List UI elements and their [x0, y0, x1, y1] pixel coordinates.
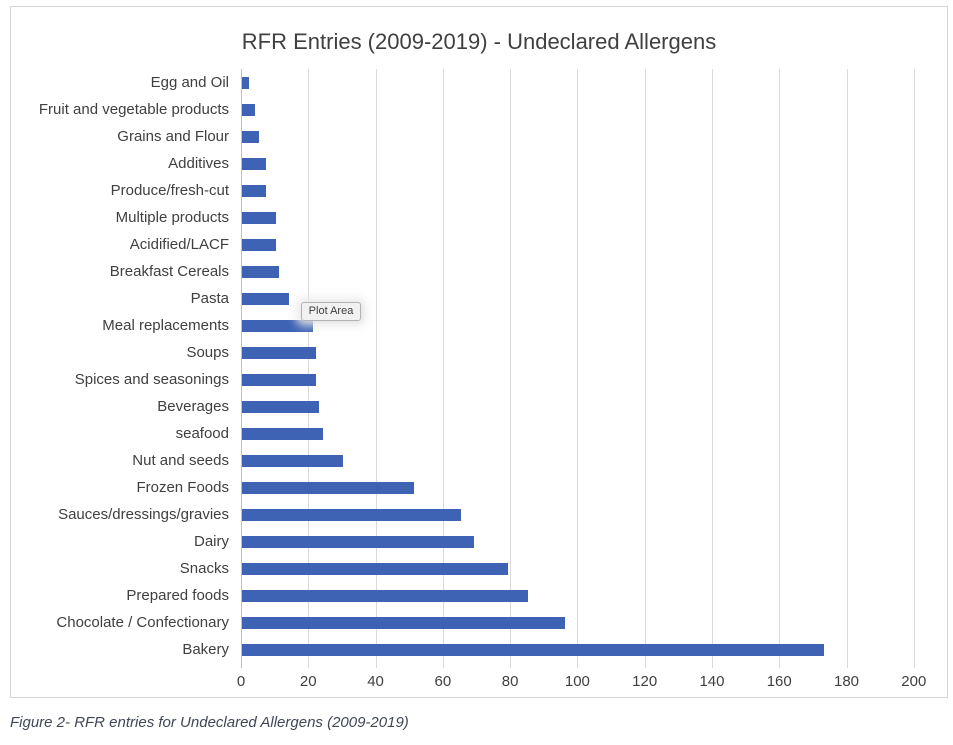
x-tick-label: 20	[299, 673, 317, 690]
bar[interactable]	[242, 104, 255, 116]
bar[interactable]	[242, 293, 289, 305]
x-tick-label: 80	[501, 673, 519, 690]
bar[interactable]	[242, 266, 279, 278]
category-label: Additives	[168, 155, 229, 172]
bar[interactable]	[242, 347, 316, 359]
category-label: Multiple products	[115, 209, 229, 226]
bar[interactable]	[242, 77, 249, 89]
category-label: Pasta	[190, 290, 229, 307]
bar[interactable]	[242, 374, 316, 386]
x-tick-label: 140	[699, 673, 725, 690]
bar[interactable]	[242, 590, 528, 602]
bar[interactable]	[242, 455, 343, 467]
category-label: Dairy	[193, 533, 229, 550]
bar[interactable]	[242, 428, 323, 440]
bar[interactable]	[242, 401, 319, 413]
x-tick-label: 120	[632, 673, 658, 690]
figure-caption: Figure 2- RFR entries for Undeclared All…	[10, 714, 409, 731]
chart-title: RFR Entries (2009-2019) - Undeclared All…	[241, 29, 717, 54]
category-label: Acidified/LACF	[129, 236, 229, 253]
gridline	[711, 69, 713, 668]
y-axis-line	[241, 69, 242, 668]
gridline	[577, 69, 579, 668]
bar[interactable]	[242, 131, 259, 143]
category-label: Meal replacements	[102, 317, 229, 334]
plot-area-tooltip: Plot Area	[301, 302, 361, 321]
category-label: Egg and Oil	[150, 74, 229, 91]
gridline	[913, 69, 915, 668]
category-label: Prepared foods	[126, 587, 229, 604]
x-tick-label: 180	[834, 673, 860, 690]
bar[interactable]	[242, 644, 824, 656]
category-label: Grains and Flour	[117, 128, 229, 145]
category-label: Chocolate / Confectionary	[56, 614, 229, 631]
gridline	[308, 69, 310, 668]
x-tick-label: 0	[236, 673, 246, 690]
category-label: Sauces/dressings/gravies	[58, 506, 229, 523]
gridline	[510, 69, 512, 668]
chart-area[interactable]: RFR Entries (2009-2019) - Undeclared All…	[10, 6, 948, 698]
category-label: Breakfast Cereals	[109, 263, 229, 280]
category-label: Snacks	[179, 560, 229, 577]
bar[interactable]	[242, 482, 414, 494]
category-label: Fruit and vegetable products	[38, 101, 229, 118]
category-label: Produce/fresh-cut	[110, 182, 229, 199]
category-label: Soups	[186, 344, 229, 361]
bar[interactable]	[242, 158, 266, 170]
bar[interactable]	[242, 563, 508, 575]
bar[interactable]	[242, 617, 565, 629]
gridline	[846, 69, 848, 668]
x-tick-label: 100	[564, 673, 590, 690]
x-tick-label: 60	[434, 673, 452, 690]
category-label: Nut and seeds	[132, 452, 229, 469]
gridline	[375, 69, 377, 668]
bar[interactable]	[242, 239, 276, 251]
bar[interactable]	[242, 212, 276, 224]
category-label: Beverages	[157, 398, 229, 415]
bar[interactable]	[242, 185, 266, 197]
x-tick-label: 200	[901, 673, 927, 690]
gridline	[779, 69, 781, 668]
gridline	[644, 69, 646, 668]
category-label: Bakery	[182, 641, 229, 658]
category-label: Frozen Foods	[136, 479, 229, 496]
x-tick-label: 40	[367, 673, 384, 690]
bar[interactable]	[242, 320, 313, 332]
category-label: seafood	[175, 425, 229, 442]
bar[interactable]	[242, 536, 474, 548]
bar[interactable]	[242, 509, 461, 521]
gridline	[442, 69, 444, 668]
x-tick-label: 160	[766, 673, 792, 690]
category-label: Spices and seasonings	[74, 371, 229, 388]
